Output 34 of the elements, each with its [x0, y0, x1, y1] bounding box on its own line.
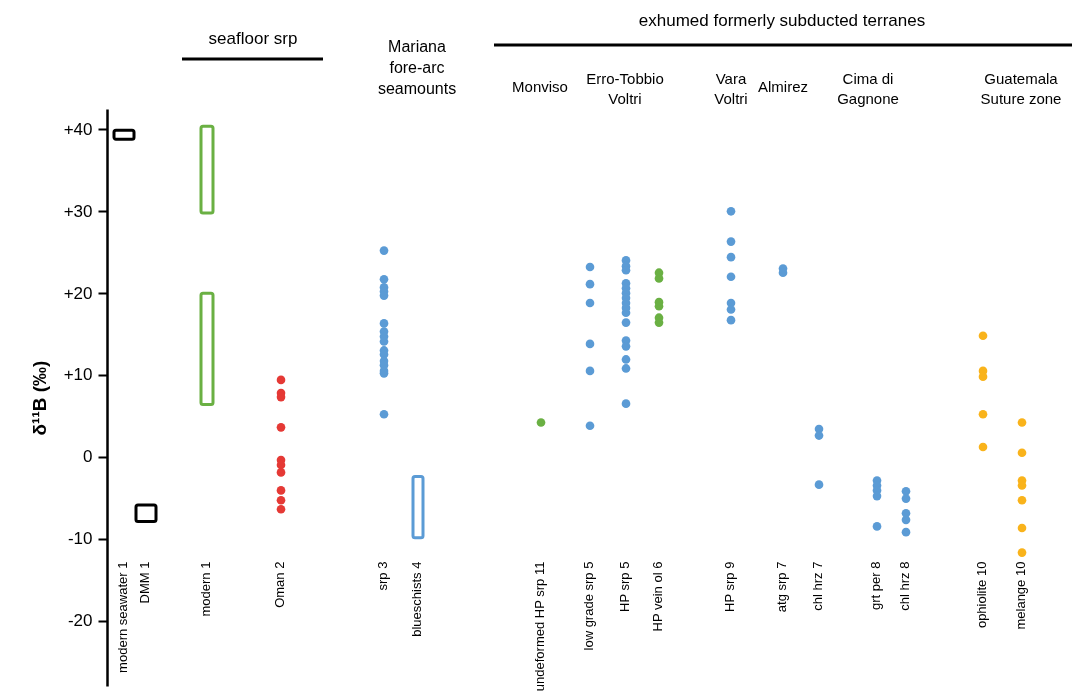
y-tick-label: +30	[63, 201, 93, 221]
text: exhumed formerly subducted terranes	[638, 11, 926, 30]
text: Cima di Gagnone	[837, 70, 899, 107]
x-tick-label: modern 1	[198, 561, 213, 617]
x-tick-label: blueschists 4	[409, 561, 424, 637]
x-tick-label: srp 3	[375, 561, 390, 591]
text: Vara Voltri	[714, 70, 748, 107]
text: seafloor srp	[208, 29, 298, 48]
y-axis-title: δ¹¹B (‰)	[28, 360, 50, 436]
x-tick-label: HP vein ol 6	[650, 561, 665, 632]
x-tick-label: atg srp 7	[774, 561, 789, 613]
x-tick-label: melange 10	[1013, 561, 1028, 630]
text: Mariana fore-arc seamounts	[377, 38, 457, 97]
x-tick-label: DMM 1	[137, 561, 152, 604]
x-tick-label: Oman 2	[272, 561, 287, 608]
y-tick-label: -20	[67, 611, 93, 631]
x-tick-label: chl hrz 8	[897, 561, 912, 611]
y-tick-label: +20	[63, 283, 93, 303]
y-tick-label: +10	[63, 365, 93, 385]
x-tick-label: ophiolite 10	[974, 561, 989, 629]
x-tick-label: modern seawater 1	[115, 561, 130, 673]
x-tick-label: low grade srp 5	[581, 561, 596, 651]
text: Guatemala Suture zone	[980, 70, 1062, 107]
y-tick-label: 0	[83, 447, 93, 467]
y-tick-label: +40	[63, 119, 93, 139]
text: Erro-Tobbio Voltri	[586, 70, 664, 107]
x-tick-label: HP srp 5	[617, 561, 632, 612]
y-tick-label: -10	[67, 529, 93, 549]
text: Almirez	[757, 78, 809, 95]
x-tick-label: chl hrz 7	[810, 561, 825, 611]
text: Monviso	[512, 78, 568, 95]
x-tick-label: HP srp 9	[722, 561, 737, 612]
x-tick-label: grt per 8	[868, 561, 883, 611]
x-tick-label: undeformed HP srp 11	[532, 561, 547, 692]
